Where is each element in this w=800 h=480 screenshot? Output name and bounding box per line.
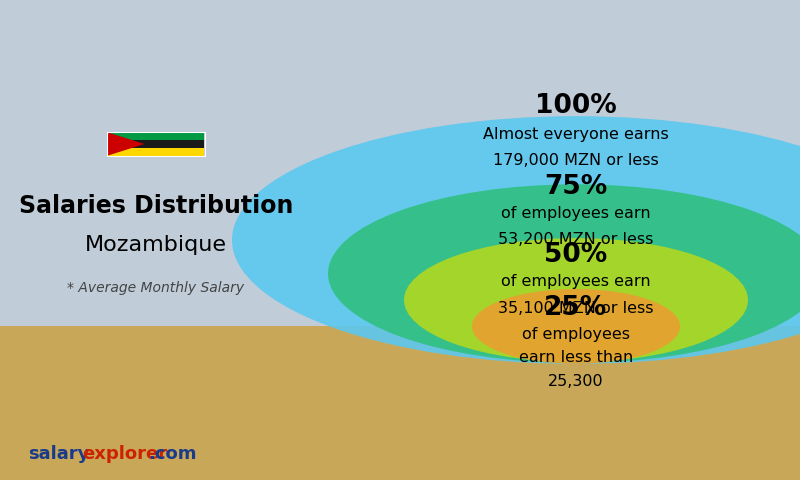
Text: of employees: of employees xyxy=(522,327,630,342)
Ellipse shape xyxy=(472,289,680,364)
FancyBboxPatch shape xyxy=(108,148,204,156)
Text: of employees earn: of employees earn xyxy=(501,274,651,289)
FancyBboxPatch shape xyxy=(108,132,204,140)
Text: 75%: 75% xyxy=(544,174,608,200)
Text: Mozambique: Mozambique xyxy=(85,235,227,255)
Text: earn less than: earn less than xyxy=(519,350,633,365)
Text: of employees earn: of employees earn xyxy=(501,206,651,221)
FancyBboxPatch shape xyxy=(108,140,204,148)
Ellipse shape xyxy=(232,116,800,364)
Text: 50%: 50% xyxy=(544,242,608,268)
Text: 100%: 100% xyxy=(535,93,617,119)
Text: Salaries Distribution: Salaries Distribution xyxy=(19,194,293,218)
Text: 25%: 25% xyxy=(544,295,608,321)
Text: * Average Monthly Salary: * Average Monthly Salary xyxy=(67,281,245,295)
Text: 53,200 MZN or less: 53,200 MZN or less xyxy=(498,232,654,248)
Ellipse shape xyxy=(404,238,748,362)
FancyBboxPatch shape xyxy=(0,0,800,326)
Text: .com: .com xyxy=(148,444,197,463)
Text: 179,000 MZN or less: 179,000 MZN or less xyxy=(493,153,659,168)
Polygon shape xyxy=(108,132,145,156)
Text: Almost everyone earns: Almost everyone earns xyxy=(483,127,669,142)
Text: 25,300: 25,300 xyxy=(548,374,604,389)
Text: explorer: explorer xyxy=(82,444,167,463)
FancyBboxPatch shape xyxy=(0,326,800,480)
Ellipse shape xyxy=(328,184,800,363)
Text: 35,100 MZN or less: 35,100 MZN or less xyxy=(498,300,654,316)
Text: salary: salary xyxy=(28,444,90,463)
